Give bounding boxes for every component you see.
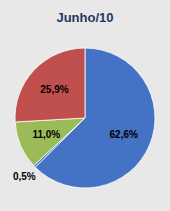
data-labels: 62,6% 0,5% 11,0% 25,9% bbox=[13, 84, 138, 182]
data-label: 11,0% bbox=[32, 129, 60, 140]
slices bbox=[15, 48, 155, 188]
data-label: 0,5% bbox=[13, 171, 36, 182]
title: Junho/10 bbox=[56, 10, 113, 25]
chart-container: Junho/10 62,6% 0,5% 11,0% 25,9% bbox=[0, 0, 170, 211]
data-label: 62,6% bbox=[110, 129, 138, 140]
data-label: 25,9% bbox=[40, 84, 68, 95]
slice bbox=[15, 48, 85, 122]
chart: Junho/10 62,6% 0,5% 11,0% 25,9% bbox=[0, 0, 170, 211]
slice bbox=[15, 118, 85, 166]
